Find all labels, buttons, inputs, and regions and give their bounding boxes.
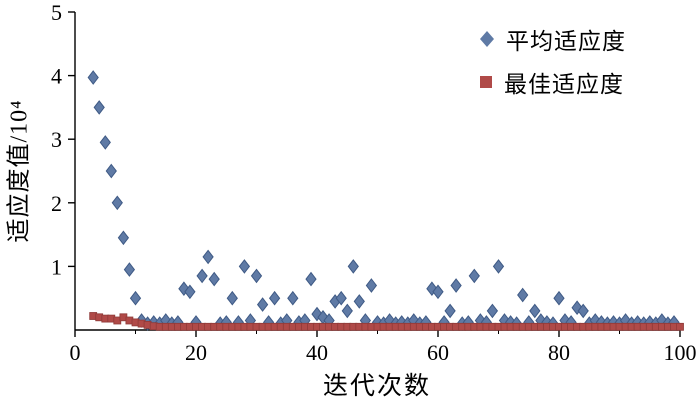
- avg-fitness-point: [87, 70, 99, 85]
- avg-fitness-point: [208, 271, 220, 287]
- avg-fitness-point: [287, 290, 299, 306]
- avg-fitness-point: [202, 249, 214, 265]
- x-axis-label: 迭代次数: [322, 373, 432, 400]
- x-tick-label: 100: [664, 340, 697, 365]
- avg-fitness-point: [517, 287, 529, 303]
- avg-fitness-point: [196, 268, 208, 284]
- avg-fitness-point: [250, 268, 263, 284]
- avg-fitness-point: [444, 303, 456, 319]
- avg-fitness-point: [93, 100, 105, 115]
- avg-fitness-point: [105, 163, 117, 179]
- diamond-marker-icon: [480, 31, 494, 47]
- legend-label-average-fitness: 平均适应度: [506, 29, 626, 54]
- x-tick-label: 60: [427, 340, 449, 365]
- legend-item-average-fitness: 平均适应度: [480, 22, 626, 56]
- avg-fitness-point: [111, 195, 123, 211]
- legend: 平均适应度 最佳适应度: [480, 22, 626, 99]
- x-tick-label: 0: [70, 340, 81, 365]
- avg-fitness-point: [365, 278, 378, 293]
- avg-fitness-point: [577, 303, 589, 319]
- avg-fitness-point: [529, 303, 541, 319]
- avg-fitness-point: [353, 294, 365, 309]
- avg-fitness-point: [268, 290, 281, 306]
- y-tick-label: 3: [51, 127, 62, 152]
- avg-fitness-point: [305, 271, 317, 287]
- y-axis-label: 适应度值/10⁴: [6, 99, 33, 243]
- y-tick-label: 1: [51, 254, 62, 279]
- legend-label-best-fitness: 最佳适应度: [504, 72, 624, 97]
- x-tick-label: 40: [306, 340, 328, 365]
- avg-fitness-point: [486, 303, 499, 319]
- x-tick-label: 80: [548, 340, 570, 365]
- y-tick-label: 2: [51, 191, 62, 216]
- avg-fitness-point: [226, 290, 238, 306]
- avg-fitness-point: [256, 297, 269, 312]
- avg-fitness-point: [123, 262, 136, 277]
- avg-fitness-point: [99, 135, 111, 150]
- avg-fitness-point: [492, 259, 505, 274]
- avg-fitness-point: [335, 290, 347, 306]
- y-tick-label: 4: [51, 64, 62, 89]
- avg-fitness-point: [238, 259, 251, 274]
- avg-fitness-point: [184, 284, 196, 300]
- square-marker-icon: [480, 76, 492, 88]
- avg-fitness-point: [129, 290, 142, 306]
- y-tick-label: 5: [51, 0, 62, 25]
- avg-fitness-point: [450, 278, 462, 293]
- x-tick-label: 20: [185, 340, 207, 365]
- avg-fitness-point: [117, 230, 130, 246]
- avg-fitness-point: [468, 268, 480, 284]
- avg-fitness-point: [341, 303, 353, 319]
- legend-item-best-fitness: 最佳适应度: [480, 65, 626, 99]
- best-fitness-point: [676, 322, 684, 331]
- avg-fitness-point: [553, 290, 565, 306]
- avg-fitness-point: [347, 259, 359, 274]
- avg-fitness-point: [432, 284, 444, 300]
